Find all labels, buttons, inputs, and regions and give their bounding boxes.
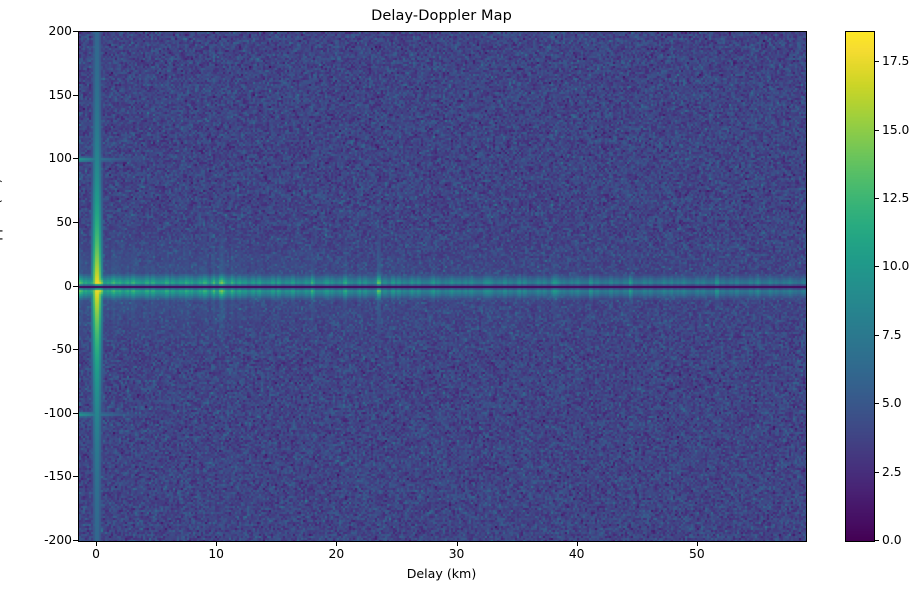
x-tick-mark [456, 541, 458, 546]
x-tick-label: 20 [328, 547, 345, 561]
y-tick-label: -200 [44, 533, 72, 547]
y-tick-mark [73, 285, 78, 287]
y-tick-mark [73, 94, 78, 96]
heatmap-plot-area [78, 31, 807, 542]
y-tick-mark [73, 540, 78, 541]
x-tick-mark [336, 541, 338, 546]
x-axis-label: Delay (km) [406, 566, 477, 581]
x-tick-label: 0 [92, 547, 100, 561]
y-tick-label: -50 [51, 342, 72, 357]
x-tick-label: 40 [568, 547, 585, 561]
colorbar-tick-mark [874, 61, 879, 63]
colorbar-tick-mark [874, 471, 879, 473]
page-title: Delay-Doppler Map [371, 8, 512, 24]
colorbar-tick-label: 5.0 [882, 396, 902, 411]
y-tick-mark [73, 31, 78, 32]
delay-doppler-heatmap [79, 32, 806, 541]
x-tick-mark [696, 541, 698, 546]
colorbar-tick-label: 2.5 [882, 464, 902, 479]
y-tick-label: 200 [48, 24, 72, 38]
colorbar-tick-label: 10.0 [882, 259, 910, 274]
colorbar-tick-mark [874, 129, 879, 131]
colorbar-tick-label: 17.5 [882, 54, 910, 69]
x-tick-mark [216, 541, 218, 546]
y-tick-mark [73, 221, 78, 223]
y-tick-label: 150 [48, 87, 72, 102]
y-tick-label: 100 [48, 151, 72, 166]
colorbar-tick-mark [874, 540, 879, 541]
x-tick-label: 50 [689, 547, 705, 561]
y-tick-label: 0 [64, 278, 72, 293]
colorbar-tick-mark [874, 403, 879, 405]
colorbar-tick-mark [874, 197, 879, 199]
y-tick-mark [73, 158, 78, 160]
x-tick-label: 30 [448, 547, 465, 561]
x-tick-label: 10 [208, 547, 225, 561]
colorbar-tick-label: 15.0 [882, 122, 910, 137]
y-tick-mark [73, 349, 78, 351]
y-tick-mark [73, 412, 78, 414]
y-tick-label: 50 [56, 214, 72, 229]
y-tick-label: -150 [44, 469, 72, 484]
colorbar-tick-label: 7.5 [882, 327, 902, 342]
colorbar-tick-mark [874, 334, 879, 336]
x-tick-mark [576, 541, 578, 546]
colorbar-tick-label: 0.0 [882, 533, 902, 547]
y-tick-mark [73, 476, 78, 478]
y-tick-label: -100 [44, 405, 72, 420]
colorbar [845, 31, 875, 542]
colorbar-tick-mark [874, 266, 879, 268]
colorbar-tick-label: 12.5 [882, 190, 910, 205]
x-tick-mark [96, 541, 98, 546]
colorbar-gradient [846, 32, 874, 541]
